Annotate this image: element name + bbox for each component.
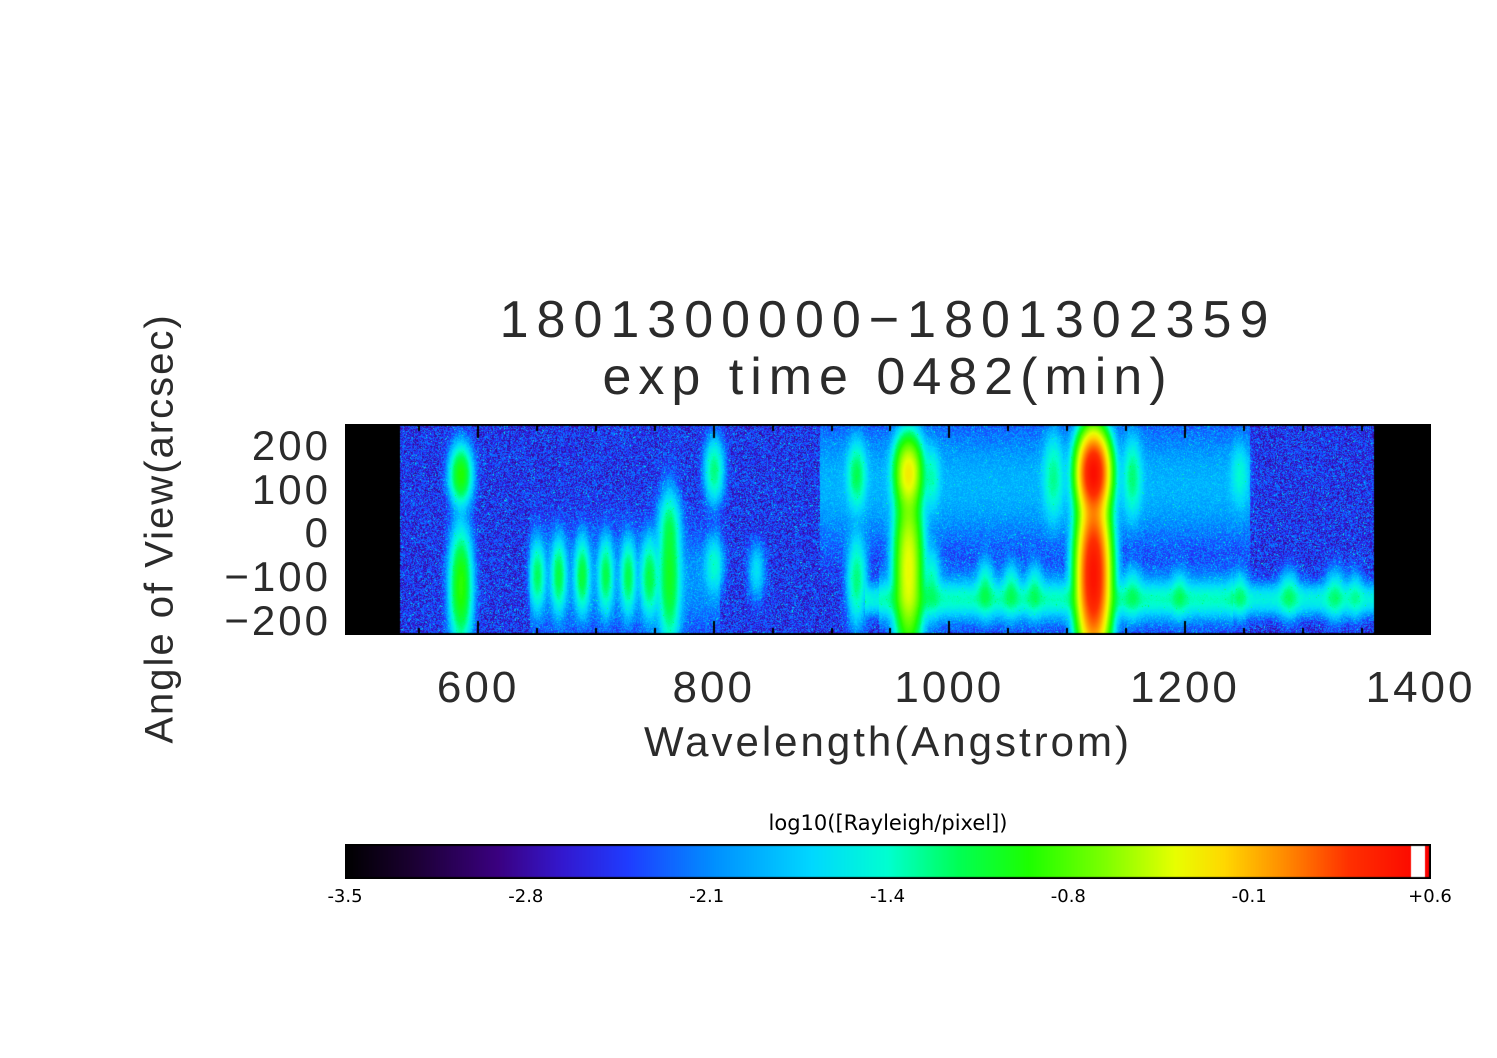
colorbar-canvas: [345, 844, 1431, 879]
plot-area: [345, 424, 1431, 635]
y-tick-label: −200: [224, 596, 331, 644]
chart-title-line2: exp time 0482(min): [602, 348, 1174, 406]
colorbar-tick-label: -2.1: [689, 886, 725, 907]
colorbar-tick-label: -0.1: [1231, 886, 1267, 907]
x-tick-label: 600: [436, 663, 520, 712]
colorbar-tick-label: -1.4: [869, 886, 906, 907]
spectrogram-canvas: [345, 424, 1431, 635]
x-axis-label: Wavelength(Angstrom): [644, 718, 1132, 765]
y-tick-label: 100: [251, 465, 331, 513]
y-tick-label: −100: [224, 553, 331, 601]
x-tick-labels: 600 800 1000 1200 1400: [345, 663, 1473, 715]
colorbar-tick-labels: -3.5 -2.8 -2.1 -1.4 -0.8 -0.1 +0.6: [327, 886, 1451, 912]
colorbar-tick-label: -2.8: [508, 886, 544, 907]
x-tick-label: 1400: [1365, 663, 1476, 712]
x-tick-label: 1000: [894, 663, 1005, 712]
colorbar-tick-label: -3.5: [327, 886, 363, 907]
colorbar-label: log10([Rayleigh/pixel]): [768, 811, 1008, 835]
y-tick-labels: 200 100 0 −100 −200: [0, 421, 331, 644]
colorbar-tick-label: +0.6: [1408, 886, 1452, 907]
x-tick-label: 1200: [1130, 663, 1240, 712]
y-tick-label: 0: [304, 509, 331, 557]
y-tick-label: 200: [251, 421, 331, 469]
chart-title-line1: 1801300000−1801302359: [499, 291, 1277, 349]
colorbar-tick-label: -0.8: [1050, 886, 1086, 907]
x-tick-label: 800: [672, 663, 755, 712]
